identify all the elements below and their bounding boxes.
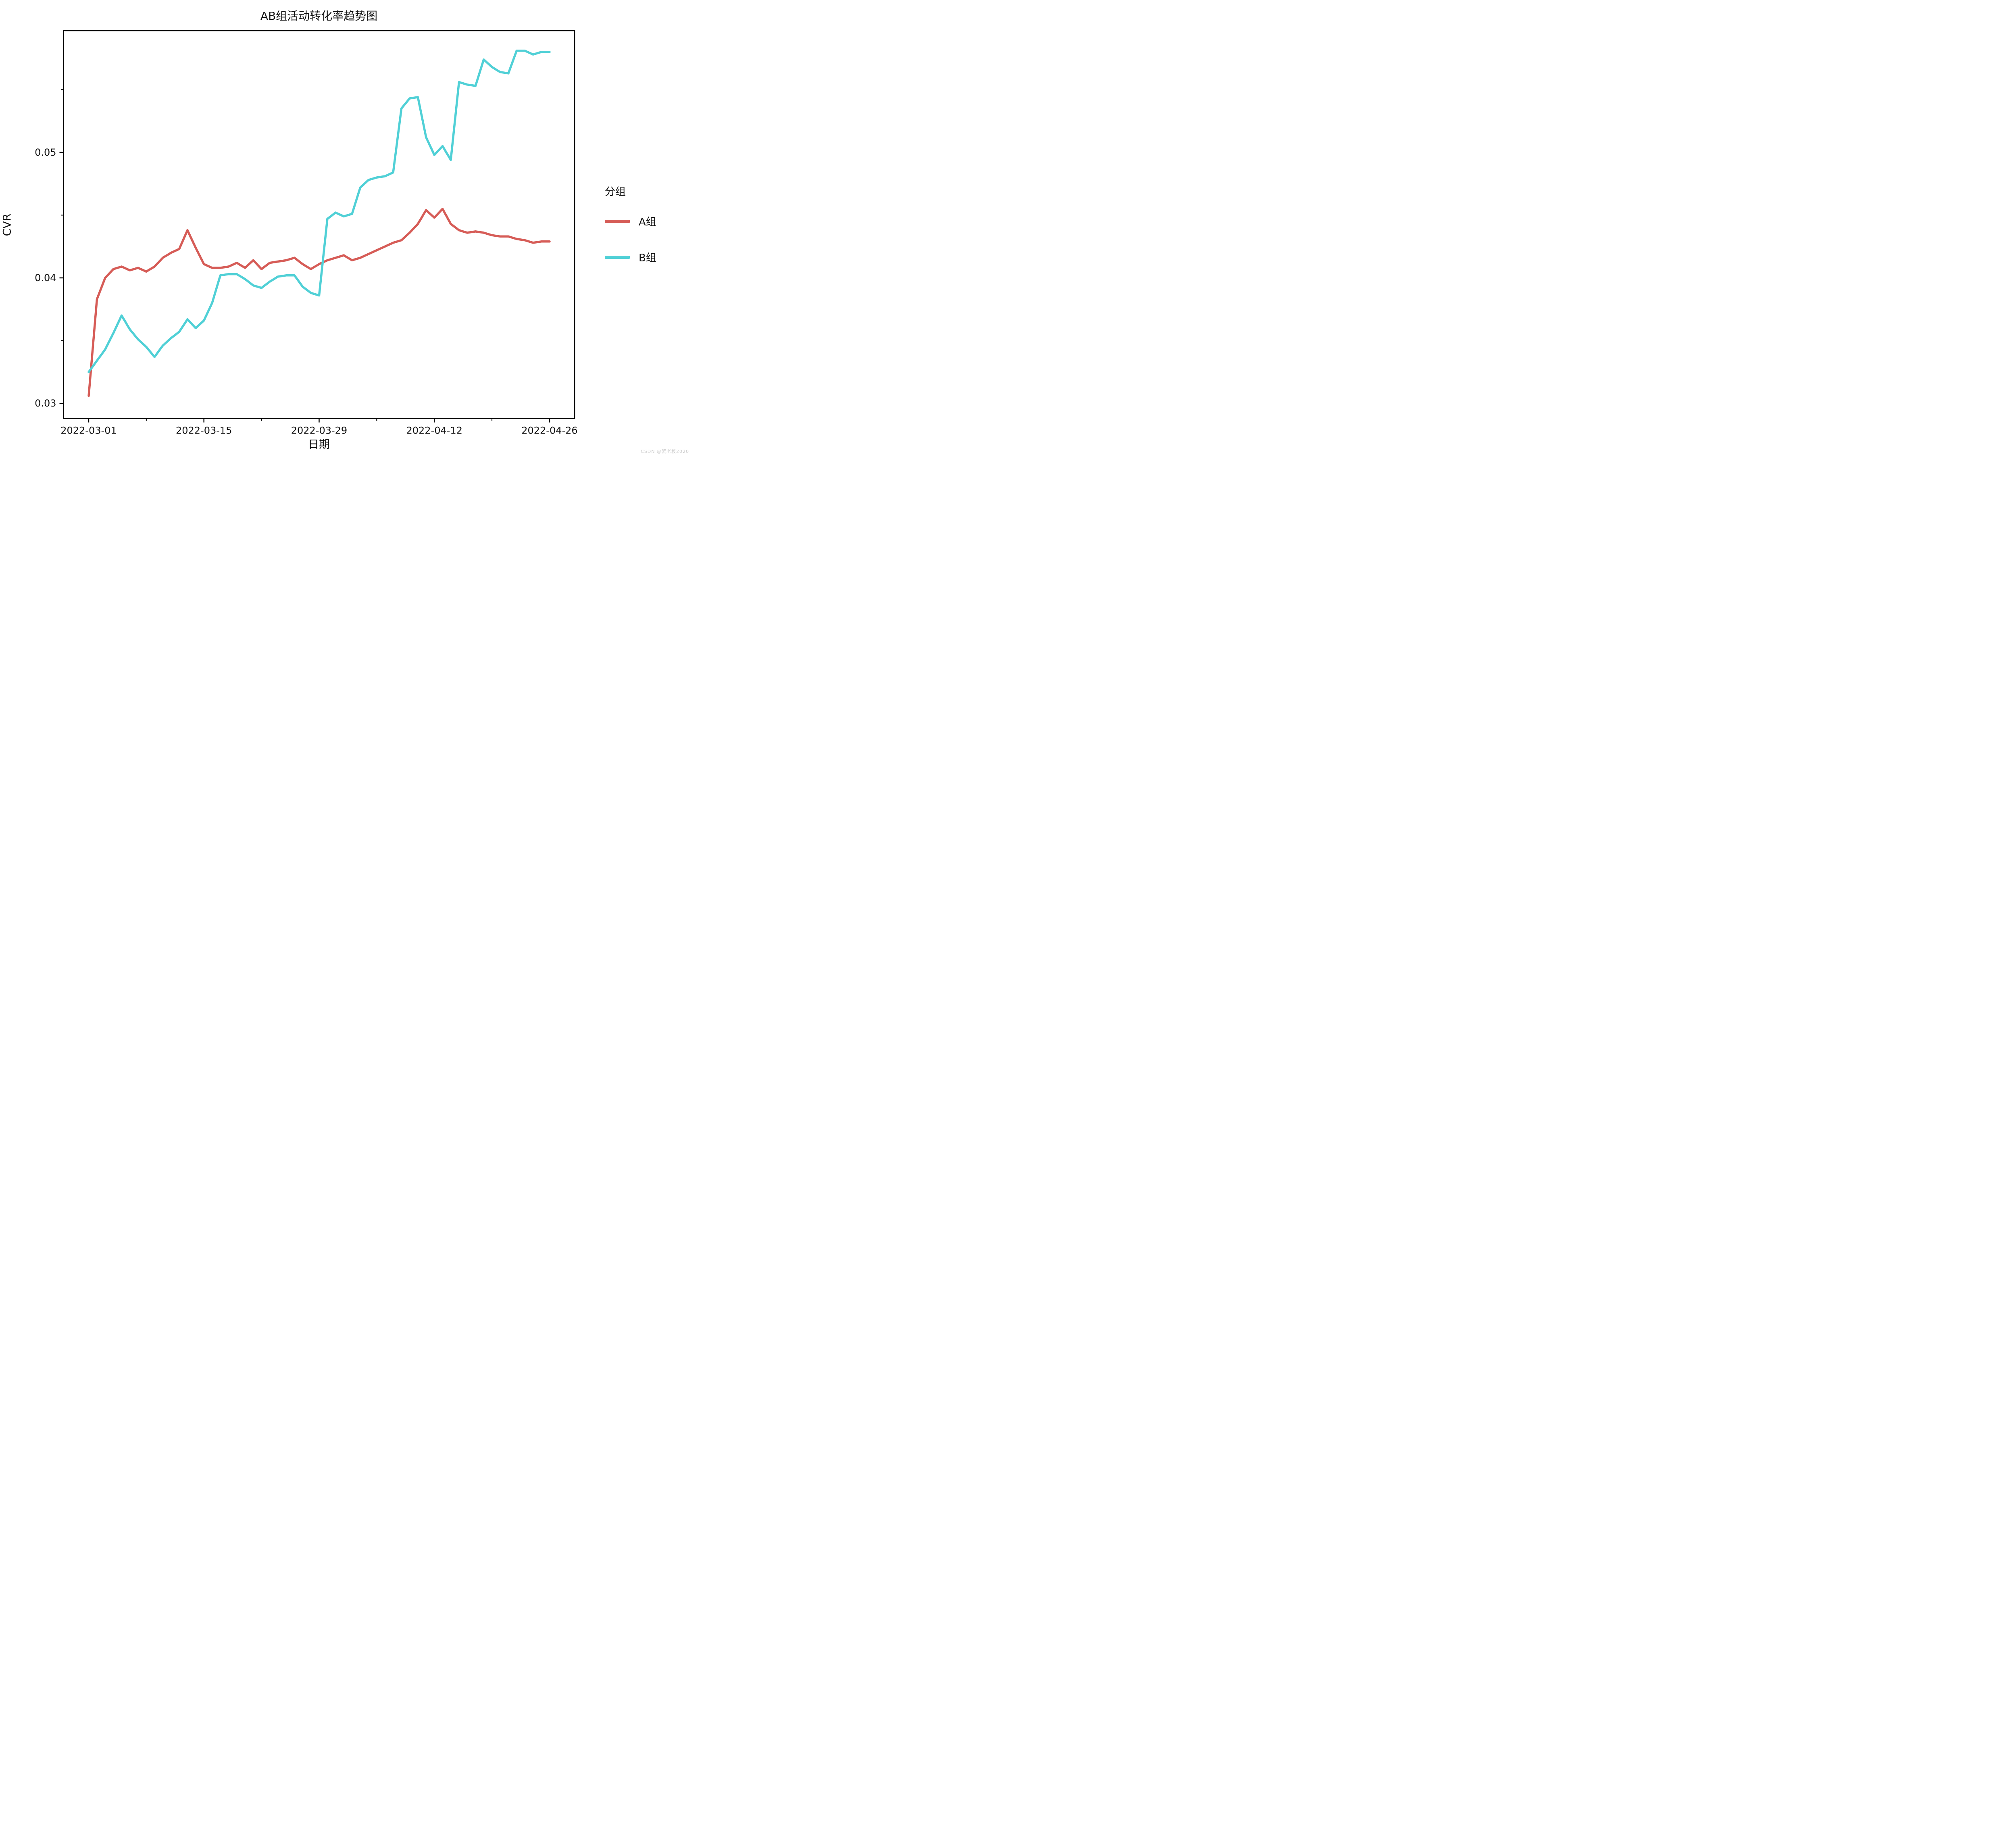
- y-tick-label: 0.04: [35, 272, 56, 284]
- legend-label-a: A组: [639, 216, 656, 228]
- x-tick-label: 2022-03-01: [60, 425, 117, 436]
- legend: 分组 A组 B组: [605, 184, 656, 286]
- plot-area: 2022-03-01 2022-03-15 2022-03-29 2022-04-12…: [35, 30, 578, 436]
- chart-figure: AB组活动转化率趋势图 2022-03-01 2022-03-15 2022-03-…: [0, 0, 691, 458]
- plot-border: [63, 30, 575, 419]
- y-axis-label: CVR: [1, 213, 14, 236]
- legend-swatch-a-icon: [605, 219, 630, 223]
- x-tick-label: 2022-04-26: [521, 425, 577, 436]
- x-tick-label: 2022-03-15: [176, 425, 232, 436]
- y-tick-label: 0.03: [35, 398, 56, 409]
- series-line-B组: [87, 50, 551, 373]
- x-tick-label: 2022-04-12: [406, 425, 462, 436]
- watermark: CSDN @蟹老板2020: [641, 449, 689, 454]
- x-axis-label: 日期: [308, 438, 330, 451]
- legend-item-a: A组: [605, 214, 656, 229]
- y-tick-label: 0.05: [35, 147, 56, 158]
- legend-swatch-b-icon: [605, 255, 630, 259]
- legend-label-b: B组: [639, 252, 656, 264]
- chart-title: AB组活动转化率趋势图: [260, 9, 378, 23]
- x-tick-label: 2022-03-29: [291, 425, 347, 436]
- legend-item-b: B组: [605, 250, 656, 265]
- legend-title: 分组: [605, 186, 626, 198]
- series-line-A组: [87, 208, 551, 397]
